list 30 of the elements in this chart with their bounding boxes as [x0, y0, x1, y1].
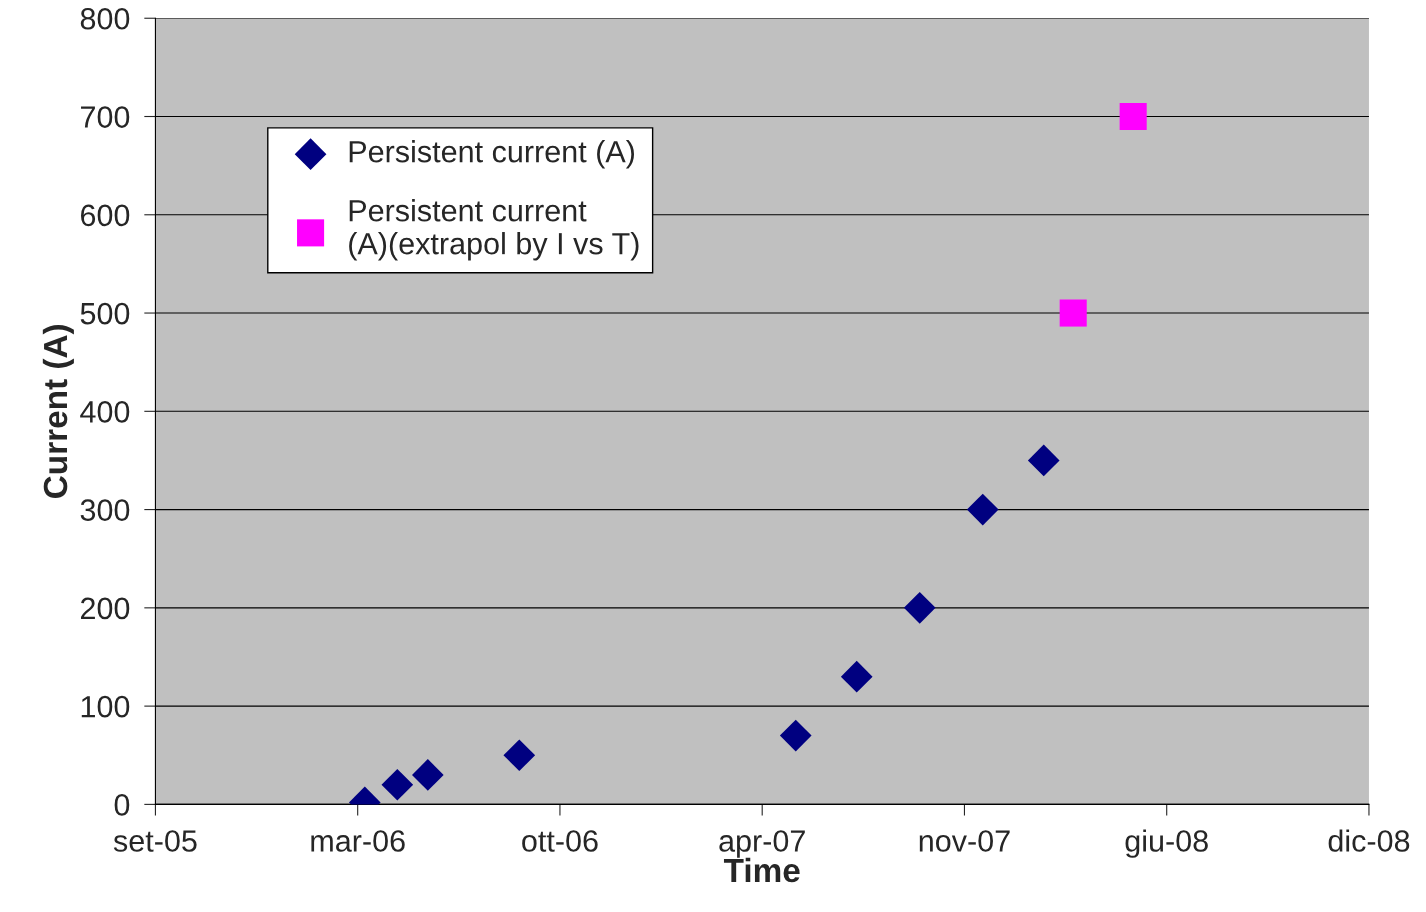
y-tick-label: 800 — [80, 7, 130, 30]
x-tick-label: ott-06 — [522, 830, 598, 852]
point — [1027, 444, 1060, 477]
x-tick-label: dic-08 — [1328, 829, 1410, 852]
x-tick-label: mar-06 — [311, 830, 405, 852]
point — [840, 660, 873, 693]
point — [779, 719, 812, 752]
point — [1059, 299, 1087, 327]
y-tick-label: 500 — [80, 302, 130, 325]
y-tick-label: 400 — [80, 401, 130, 423]
y-tick-label: 200 — [81, 597, 130, 620]
point — [966, 493, 999, 526]
point — [411, 759, 444, 791]
x-tick-label: giu-08 — [1125, 829, 1208, 858]
legend-label: Persistent current (A)(extrapol by I vs T) — [349, 199, 639, 261]
x-tick-label: nov-07 — [919, 830, 1010, 852]
y-tick-label: 0 — [114, 794, 130, 816]
y-tick-label: 600 — [81, 204, 130, 227]
point — [503, 739, 536, 772]
y-tick-label: 300 — [80, 499, 130, 521]
y-tick-label: 700 — [81, 106, 130, 128]
y-axis-title: Current (A) — [42, 325, 74, 498]
y-tick-label: 100 — [81, 695, 130, 718]
legend-label: Persistent current (A) — [349, 140, 635, 169]
point — [903, 592, 936, 624]
point — [1119, 102, 1147, 131]
x-tick-label: apr-07 — [719, 830, 805, 858]
point — [381, 768, 414, 801]
x-axis-title: Time — [723, 857, 800, 883]
x-tick-label: set-05 — [113, 830, 197, 852]
